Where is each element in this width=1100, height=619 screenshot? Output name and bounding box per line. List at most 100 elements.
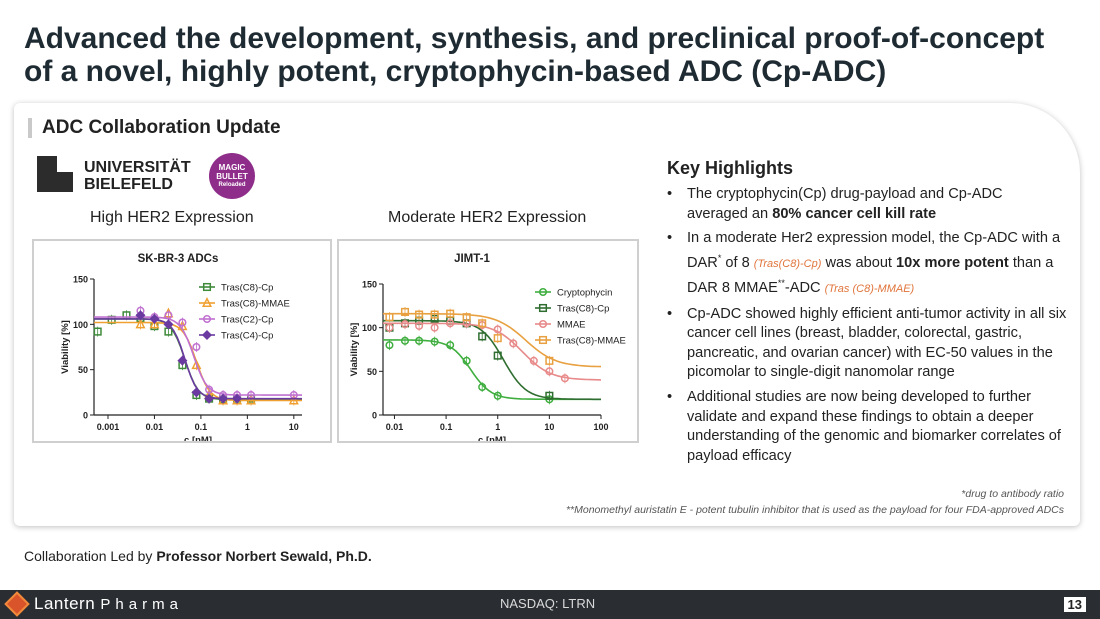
data-point <box>204 393 215 404</box>
data-point <box>462 356 471 365</box>
data-point <box>149 318 160 329</box>
series-curve <box>94 316 302 396</box>
legend-marker <box>538 287 548 297</box>
highlight-item-3: Cp-ADC showed highly efficient anti-tumo… <box>667 305 1067 383</box>
y-tick-label: 50 <box>78 365 88 375</box>
x-tick-label: 0.001 <box>97 422 120 432</box>
y-axis-label: Viability [%] <box>349 323 360 377</box>
x-axis-label: c [nM] <box>184 435 212 441</box>
legend-label: Tras(C8)-MMAE <box>557 336 626 347</box>
university-name-line2: BIELEFELD <box>84 176 173 193</box>
data-point <box>545 356 554 365</box>
key-highlights-title: Key Highlights <box>667 158 794 178</box>
legend-label: Tras(C2)-Cp <box>221 315 273 326</box>
company-logo-text: Lantern Pharma <box>34 594 183 614</box>
x-tick-label: 10 <box>544 422 554 432</box>
legend-marker <box>538 319 548 329</box>
series-curve <box>383 339 601 401</box>
hl1-text: The cryptophycin(Cp) drug-payload and Cp… <box>687 186 1003 222</box>
data-point <box>93 327 102 336</box>
data-point <box>415 310 424 319</box>
section-title: ADC Collaboration Update <box>28 118 281 138</box>
data-point <box>415 336 424 345</box>
collaboration-credit: Collaboration Led by Professor Norbert S… <box>24 548 372 564</box>
hl2-text-b: of 8 <box>721 254 754 271</box>
data-point <box>246 394 257 405</box>
hl2-bold: 10x more potent <box>896 254 1009 271</box>
collab-name: Professor Norbert Sewald, Ph.D. <box>156 548 372 564</box>
legend-label: MMAE <box>557 320 586 331</box>
university-logo-icon <box>37 156 73 192</box>
legend-marker <box>202 282 212 292</box>
magic-bullet-logo: MAGIC BULLET Reloaded <box>209 153 255 199</box>
x-tick-label: 0.1 <box>440 422 453 432</box>
collab-prefix: Collaboration Led by <box>24 548 157 564</box>
magic-bullet-line1: MAGIC <box>218 162 246 172</box>
y-axis-label: Viability [%] <box>60 320 71 374</box>
data-point <box>493 325 502 334</box>
data-point <box>178 318 187 327</box>
data-point <box>493 351 502 360</box>
legend-label: Cryptophycin <box>557 288 612 299</box>
hl1-bold: 80% cancer cell kill rate <box>772 205 937 222</box>
chart-title: SK-BR-3 ADCs <box>138 253 219 265</box>
data-point <box>446 319 455 328</box>
footnote-dar: *drug to antibody ratio <box>961 488 1064 500</box>
page-number: 13 <box>1063 597 1086 612</box>
legend-marker <box>202 314 212 324</box>
hl2-tras-mmae: (Tras (C8)-MMAE) <box>824 283 915 296</box>
highlight-item-1: The cryptophycin(Cp) drug-payload and Cp… <box>667 185 1067 224</box>
data-point <box>232 393 243 404</box>
ticker-label: NASDAQ: LTRN <box>500 596 596 611</box>
x-axis-label: c [nM] <box>478 435 506 441</box>
plot-label-high-her2: High HER2 Expression <box>90 209 254 226</box>
x-tick-label: 10 <box>289 422 299 432</box>
highlight-item-4: Additional studies are now being develop… <box>667 388 1067 466</box>
magic-bullet-line3: Reloaded <box>218 181 246 188</box>
y-tick-label: 100 <box>362 323 377 333</box>
legend-label: Tras(C8)-Cp <box>221 283 273 294</box>
data-point <box>430 310 439 319</box>
data-point <box>430 323 439 332</box>
data-point <box>164 311 173 320</box>
hl2-text-d: was about <box>821 254 897 271</box>
legend-label: Tras(C4)-Cp <box>221 331 273 342</box>
data-point <box>191 359 202 370</box>
data-point <box>385 323 394 332</box>
y-tick-label: 100 <box>73 320 88 330</box>
hl2-text-f: than a DAR 8 MMAE <box>687 254 1054 297</box>
hl2-text-g: -ADC <box>784 280 825 297</box>
data-point <box>478 319 487 328</box>
data-point <box>149 313 160 324</box>
data-point <box>478 383 487 392</box>
x-tick-label: 0.01 <box>386 422 404 432</box>
chart-jimt-1: JIMT-1 0 50 100 150 0.01 0.1 1 10 100 c [nM] Viabil… <box>337 239 639 443</box>
data-point <box>462 313 471 322</box>
data-point <box>135 318 146 329</box>
chart-jimt-1-svg: JIMT-1 0 50 100 150 0.01 0.1 1 10 100 c [nM] Viabil… <box>349 253 626 441</box>
series-curve <box>383 319 601 401</box>
company-name-2: Pharma <box>100 596 183 613</box>
highlight-item-2: In a moderate Her2 expression model, the… <box>667 229 1067 300</box>
y-tick-label: 50 <box>367 367 377 377</box>
university-name: UNIVERSITÄT BIELEFELD <box>84 159 191 193</box>
data-point <box>385 313 394 322</box>
legend-marker <box>538 335 548 345</box>
chart-sk-br-3-svg: SK-BR-3 ADCs 0 50 100 150 0.001 0.01 0.1 1 10 c [n… <box>60 253 302 441</box>
y-tick-label: 150 <box>362 280 377 290</box>
y-tick-label: 0 <box>83 411 88 421</box>
data-point <box>177 355 188 366</box>
data-point <box>545 391 554 400</box>
plot-label-moderate-her2: Moderate HER2 Expression <box>388 209 587 226</box>
legend-label: Tras(C8)-Cp <box>557 304 609 315</box>
data-point <box>493 391 502 400</box>
hl2-text-a: In a moderate Her2 expression model, the… <box>687 230 1061 271</box>
data-point <box>135 310 146 321</box>
data-point <box>400 336 410 345</box>
series-curve <box>383 322 602 381</box>
x-tick-label: 0.1 <box>195 422 208 432</box>
data-point <box>493 334 502 343</box>
data-point <box>446 309 455 318</box>
data-point <box>430 337 439 346</box>
x-tick-label: 100 <box>593 422 608 432</box>
